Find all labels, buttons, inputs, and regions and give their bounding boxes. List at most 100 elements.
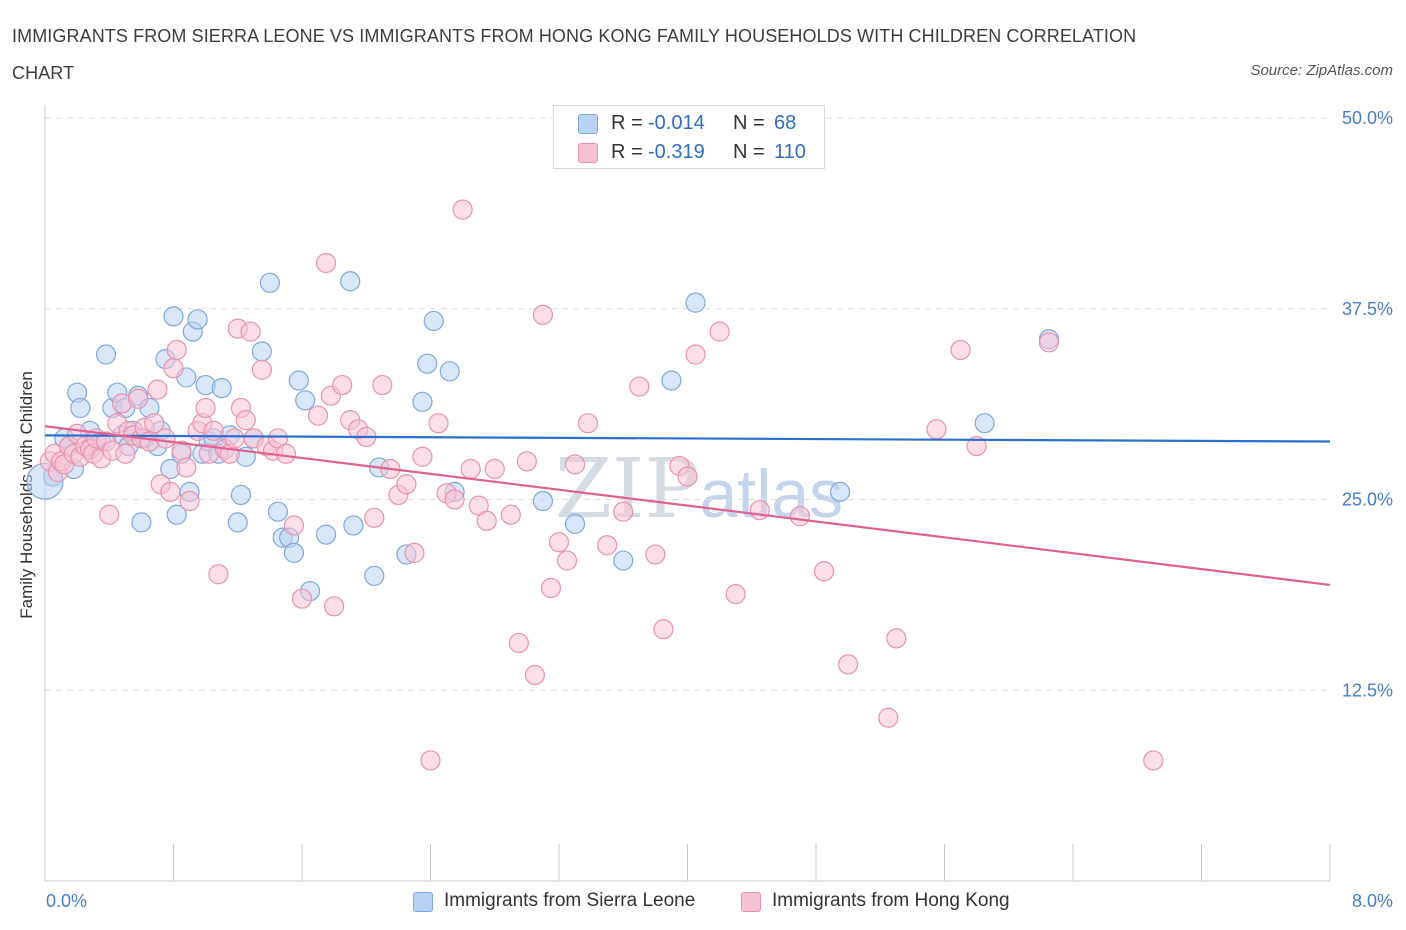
- point-hong-kong: [163, 358, 184, 379]
- series-legend: Immigrants from Sierra Leone Immigrants …: [0, 889, 1406, 917]
- point-hong-kong: [203, 420, 224, 441]
- stats-legend: R = -0.014 N = 68 R = -0.319 N = 110: [553, 105, 825, 169]
- point-hong-kong: [749, 500, 770, 521]
- point-hong-kong: [597, 535, 618, 556]
- point-sierra-leone: [343, 515, 364, 536]
- y-tick-label: 25.0%: [1342, 490, 1393, 510]
- point-hong-kong: [307, 405, 329, 426]
- point-hong-kong: [629, 376, 650, 397]
- point-hong-kong: [613, 501, 634, 522]
- point-hong-kong: [251, 359, 272, 380]
- point-sierra-leone: [340, 271, 361, 292]
- point-sierra-leone: [974, 413, 995, 434]
- point-hong-kong: [725, 584, 746, 605]
- point-sierra-leone: [259, 272, 280, 293]
- point-hong-kong: [653, 619, 674, 640]
- watermark-atlas: atlas: [699, 456, 844, 532]
- point-hong-kong: [115, 443, 136, 464]
- point-hong-kong: [460, 458, 481, 480]
- point-hong-kong: [332, 374, 353, 396]
- point-hong-kong: [1143, 750, 1164, 771]
- point-hong-kong: [324, 596, 345, 617]
- point-sierra-leone: [439, 361, 460, 382]
- point-hong-kong: [235, 410, 256, 431]
- x-tick-label: 8.0%: [1352, 891, 1393, 911]
- r-value: -0.014: [648, 112, 705, 134]
- r-label: R =: [611, 112, 643, 134]
- legend-label: Immigrants from Hong Kong: [772, 890, 1010, 911]
- point-hong-kong: [364, 507, 385, 528]
- point-hong-kong: [532, 304, 554, 325]
- point-hong-kong: [224, 428, 245, 449]
- point-sierra-leone: [163, 306, 184, 327]
- legend-swatch-pink: [578, 143, 598, 163]
- point-hong-kong: [166, 339, 187, 361]
- point-sierra-leone: [211, 378, 232, 399]
- point-sierra-leone: [532, 490, 554, 512]
- n-label: N =: [733, 112, 765, 134]
- y-tick-label: 37.5%: [1342, 299, 1393, 319]
- source-label: Source: ZipAtlas.com: [1250, 62, 1393, 79]
- point-hong-kong: [556, 550, 578, 571]
- point-hong-kong: [420, 750, 441, 771]
- point-sierra-leone: [613, 550, 634, 571]
- n-value: 110: [774, 141, 806, 163]
- x-tick-label: 0.0%: [46, 891, 87, 911]
- point-hong-kong: [428, 413, 449, 434]
- point-hong-kong: [878, 707, 899, 728]
- point-hong-kong: [564, 454, 586, 475]
- legend-swatch-pink: [741, 892, 761, 912]
- point-hong-kong: [524, 664, 546, 686]
- point-sierra-leone: [251, 341, 272, 362]
- y-tick-label: 50.0%: [1342, 108, 1393, 128]
- point-hong-kong: [484, 458, 505, 480]
- tick-labels: 12.5% 25.0% 37.5% 50.0% 0.0% 8.0%: [46, 108, 1393, 911]
- point-sierra-leone: [417, 353, 438, 374]
- y-tick-label: 12.5%: [1342, 680, 1393, 700]
- series-hong-kong-points: [39, 199, 1164, 771]
- point-hong-kong: [155, 428, 176, 449]
- point-sierra-leone: [295, 390, 316, 411]
- point-sierra-leone: [315, 524, 337, 545]
- r-value: -0.319: [648, 141, 705, 163]
- trend-line-hong-kong: [44, 425, 1331, 587]
- trend-lines: [44, 425, 1331, 587]
- point-hong-kong: [240, 321, 261, 342]
- point-sierra-leone: [70, 397, 91, 419]
- point-hong-kong: [160, 481, 181, 502]
- point-hong-kong: [476, 510, 497, 531]
- trend-line-sierra-leone: [44, 434, 1331, 443]
- legend-label: Immigrants from Sierra Leone: [444, 890, 696, 911]
- point-hong-kong: [176, 457, 197, 478]
- point-hong-kong: [813, 561, 835, 582]
- point-hong-kong: [1038, 332, 1060, 353]
- point-sierra-leone: [364, 565, 385, 586]
- legend-swatch-blue: [578, 114, 598, 134]
- point-hong-kong: [508, 632, 529, 654]
- point-hong-kong: [283, 515, 305, 536]
- point-hong-kong: [275, 443, 297, 464]
- r-label: R =: [611, 141, 643, 163]
- point-hong-kong: [412, 446, 433, 467]
- point-hong-kong: [372, 374, 393, 396]
- legend-swatch-blue: [413, 892, 433, 912]
- point-sierra-leone: [166, 504, 187, 525]
- point-sierra-leone: [829, 481, 851, 502]
- point-hong-kong: [315, 252, 337, 274]
- point-sierra-leone: [283, 542, 305, 564]
- point-hong-kong: [886, 628, 907, 649]
- point-hong-kong: [548, 532, 570, 553]
- point-hong-kong: [452, 199, 473, 220]
- point-sierra-leone: [230, 484, 252, 506]
- point-sierra-leone: [288, 370, 309, 391]
- point-hong-kong: [144, 413, 165, 434]
- point-hong-kong: [99, 504, 120, 525]
- point-hong-kong: [577, 413, 599, 434]
- point-hong-kong: [645, 544, 666, 565]
- point-sierra-leone: [187, 309, 208, 330]
- point-hong-kong: [926, 419, 947, 440]
- point-hong-kong: [966, 435, 987, 457]
- point-hong-kong: [404, 542, 425, 564]
- point-hong-kong: [516, 451, 537, 472]
